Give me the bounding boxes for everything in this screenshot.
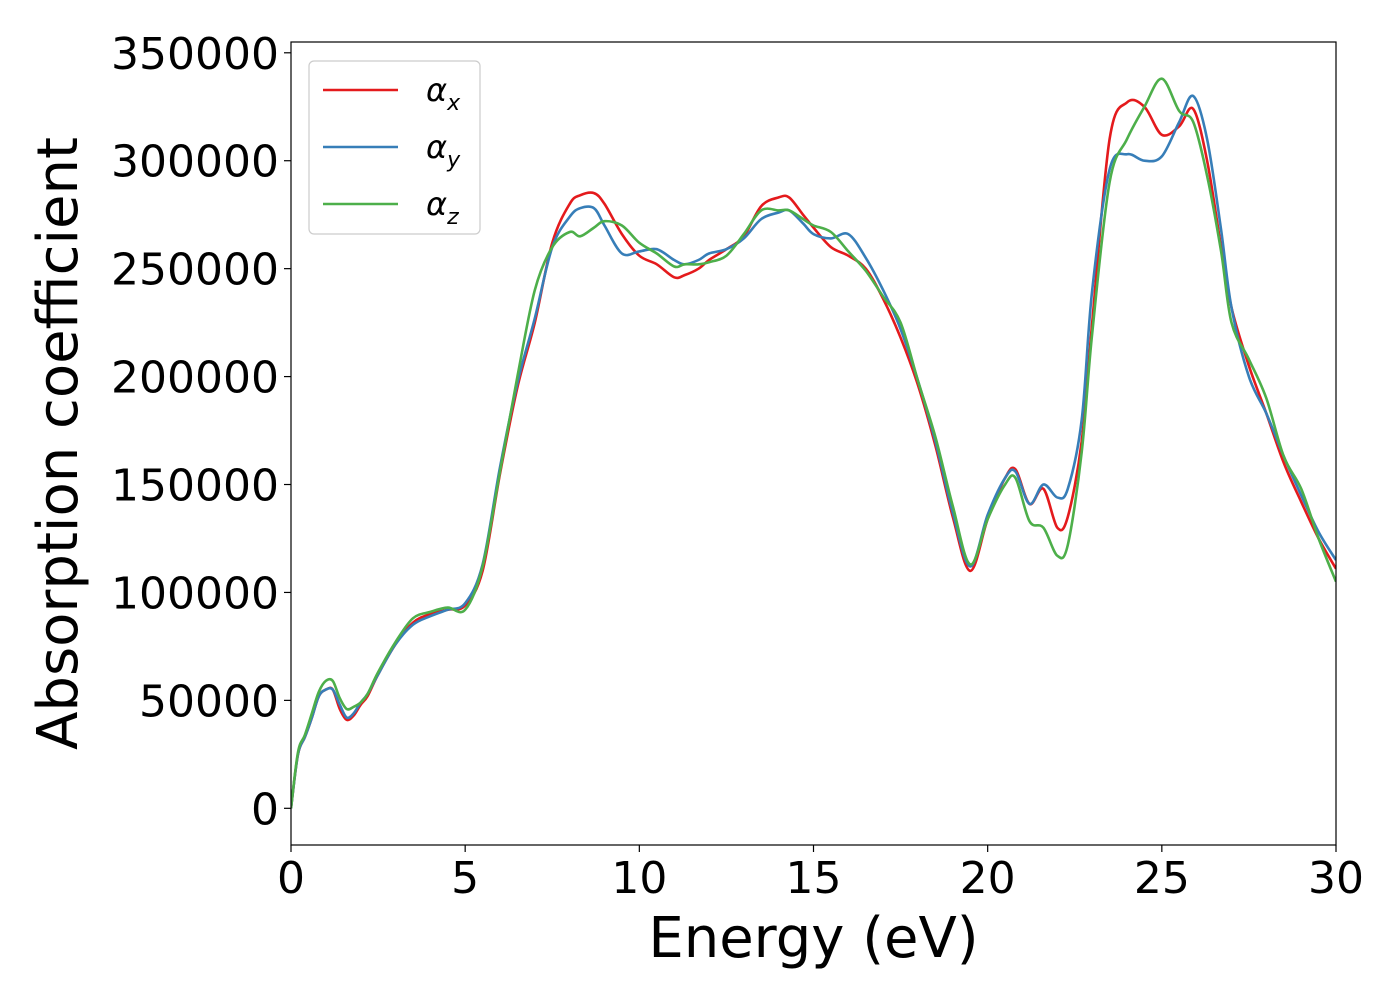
y-tick-label: 200000 [111,353,279,404]
series-line-alpha-z [291,77,1336,809]
x-tick-label: 20 [960,853,1016,904]
x-tick-label: 0 [277,853,305,904]
x-axis-ticks: 0 5 10 15 20 25 30 [277,845,1364,904]
x-axis-label: Energy (eV) [648,906,978,971]
y-tick-label: 0 [251,784,279,835]
x-tick-label: 15 [786,853,842,904]
y-tick-label: 150000 [111,461,279,512]
y-tick-label: 350000 [111,29,279,80]
x-tick-label: 10 [611,853,667,904]
x-tick-label: 30 [1308,853,1364,904]
y-tick-label: 50000 [139,676,279,727]
y-axis-ticks: 0 50000 100000 150000 200000 250000 300000 3500… [111,29,291,835]
x-tick-label: 5 [451,853,479,904]
series-lines [291,77,1336,809]
x-tick-label: 25 [1134,853,1190,904]
y-tick-label: 250000 [111,245,279,296]
y-axis-label: Absorption coefficient [26,137,91,750]
y-tick-label: 100000 [111,568,279,619]
y-tick-label: 300000 [111,137,279,188]
